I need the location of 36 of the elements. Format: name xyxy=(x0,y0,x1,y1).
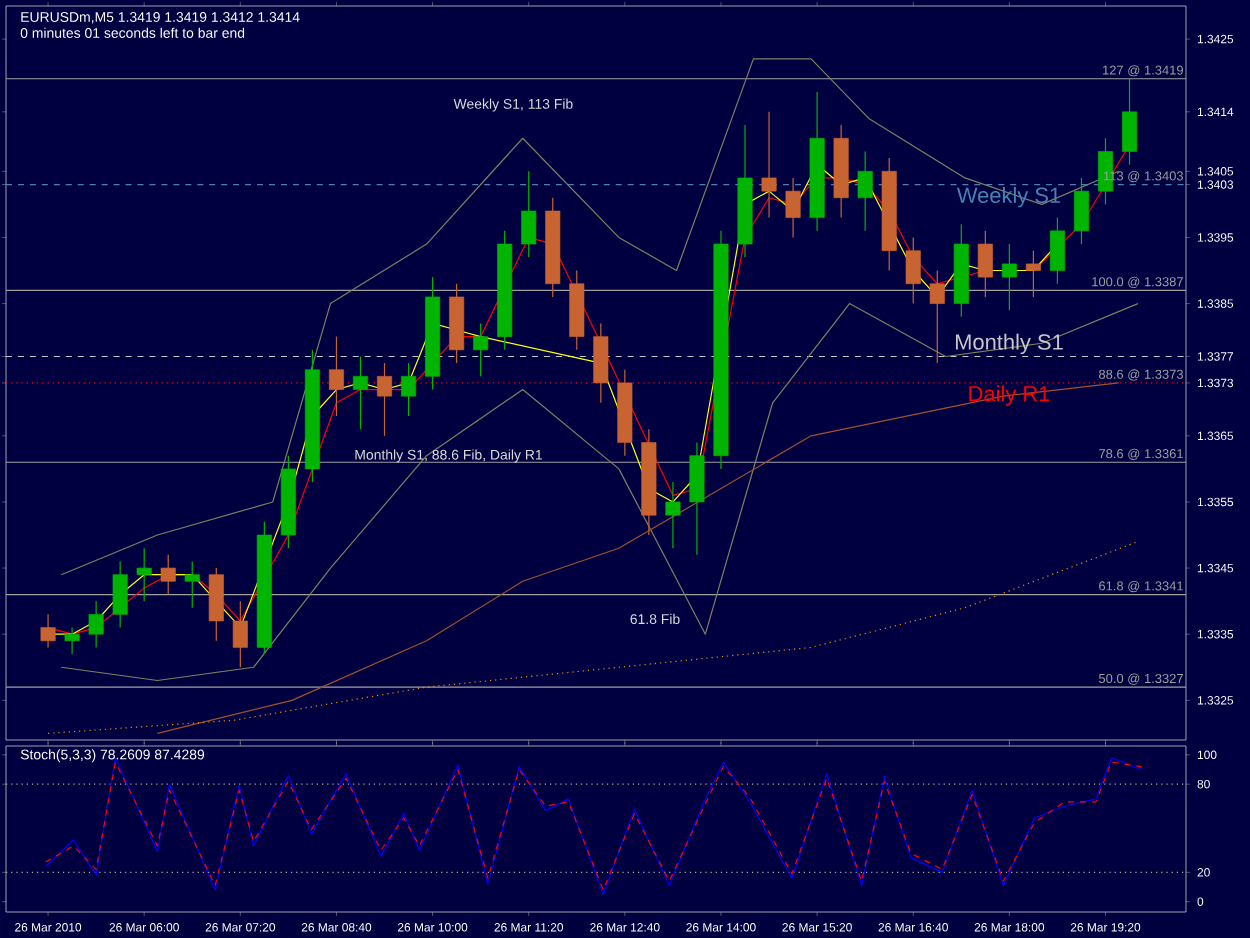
candlestick xyxy=(785,177,801,238)
ref-line-label: Monthly S1 xyxy=(956,333,1063,355)
ref-line-label: Weekly S1 xyxy=(956,186,1061,208)
candlestick xyxy=(112,560,128,629)
candlestick xyxy=(593,322,609,404)
line-series xyxy=(60,58,1120,576)
candlestick xyxy=(761,111,777,219)
candlestick xyxy=(88,600,104,648)
candlestick xyxy=(208,567,224,642)
line-series xyxy=(47,540,1139,734)
candlestick xyxy=(1073,177,1089,245)
candlestick xyxy=(473,322,489,377)
candlestick xyxy=(689,441,705,556)
candlestick xyxy=(857,150,873,232)
candlestick xyxy=(352,355,368,430)
candlestick xyxy=(232,600,248,668)
line-series xyxy=(60,302,1139,682)
candlestick xyxy=(160,554,176,596)
candlestick xyxy=(64,626,80,655)
candlestick xyxy=(905,236,921,305)
candlestick xyxy=(377,362,393,437)
candlestick xyxy=(401,362,417,417)
line-series xyxy=(156,382,1120,734)
candlestick xyxy=(136,547,152,602)
candlestick xyxy=(1001,243,1017,311)
candlestick xyxy=(1122,78,1138,166)
candlestick xyxy=(40,613,56,648)
candlestick xyxy=(977,230,993,298)
candlestick xyxy=(328,335,344,417)
candlestick xyxy=(184,560,200,609)
ref-line-label: Daily R1 xyxy=(969,385,1050,406)
candlestick xyxy=(929,269,945,364)
candlestick xyxy=(1025,250,1041,298)
candlestick xyxy=(1049,216,1065,285)
candlestick xyxy=(521,170,537,258)
candlestick xyxy=(665,481,681,549)
